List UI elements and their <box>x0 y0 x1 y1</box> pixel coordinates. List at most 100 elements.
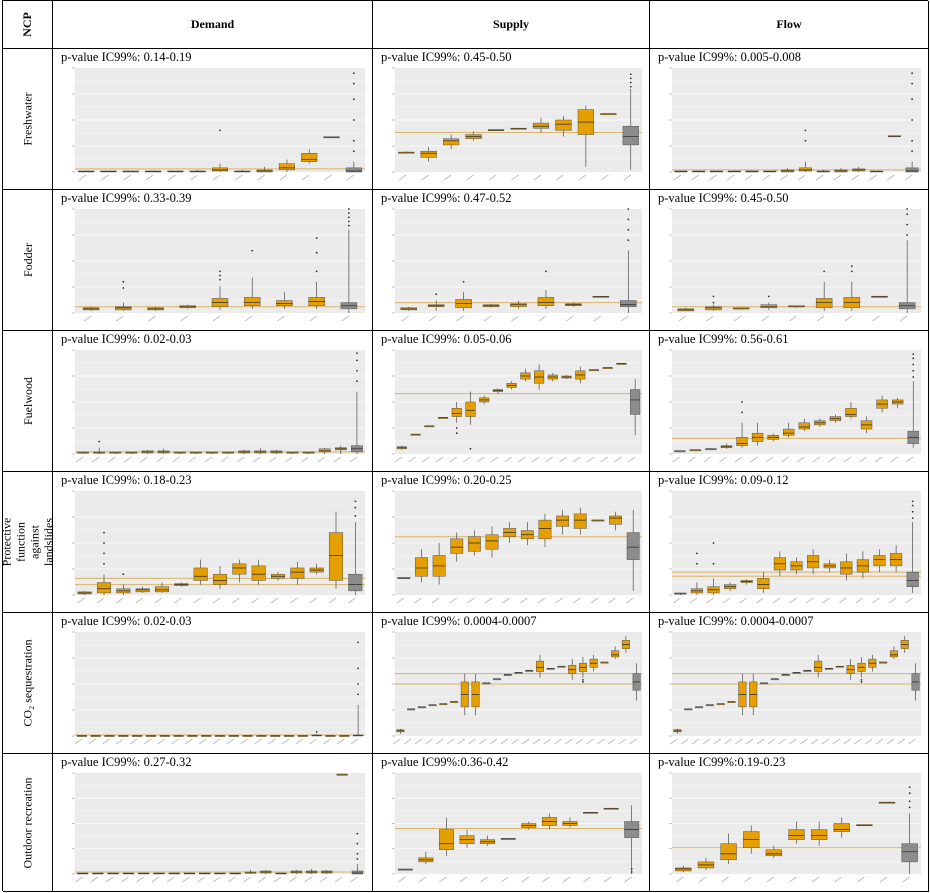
p-value-label: p-value IC99%: 0.18-0.23 <box>61 473 192 487</box>
category-box <box>824 668 834 670</box>
outlier-point <box>356 380 358 383</box>
outlier-point <box>455 427 458 429</box>
category-box <box>214 872 226 875</box>
category-box <box>420 147 437 162</box>
x-tick-label <box>252 456 261 463</box>
category-box <box>193 559 208 585</box>
ncp-header: NCP <box>3 1 53 49</box>
box-iqr <box>675 867 692 872</box>
outlier-point <box>357 667 359 670</box>
category-box <box>168 872 180 875</box>
x-tick-label <box>418 876 427 883</box>
box-iqr <box>555 119 572 131</box>
x-tick-label <box>562 876 571 883</box>
box-iqr <box>798 167 812 172</box>
category-box <box>455 280 472 311</box>
category-box <box>229 872 241 875</box>
x-tick-label <box>521 738 530 745</box>
x-tick-label <box>151 876 160 883</box>
box-iqr <box>96 582 112 594</box>
x-tick-label <box>542 876 550 883</box>
box-iqr <box>757 578 770 590</box>
category-box <box>815 270 833 311</box>
x-tick-label <box>393 738 401 745</box>
boxplot-chart <box>72 631 365 745</box>
x-tick-label <box>490 456 499 463</box>
category-box <box>154 582 170 593</box>
category-box <box>201 735 212 737</box>
p-value-label: p-value IC99%: 0.02-0.03 <box>61 614 192 628</box>
category-box <box>244 869 257 874</box>
x-tick-label <box>629 738 637 745</box>
outlier-point <box>906 213 909 216</box>
x-tick-label <box>116 597 124 604</box>
x-tick-label <box>531 456 540 463</box>
box-iqr <box>736 437 748 446</box>
row-label: Protective function against landslides <box>3 517 53 567</box>
category-box <box>547 372 558 382</box>
category-box <box>77 590 92 595</box>
x-tick-label <box>323 738 331 745</box>
category-box <box>116 573 131 595</box>
x-tick-label <box>572 456 581 463</box>
x-tick-label <box>193 597 201 604</box>
category-box <box>256 735 267 737</box>
outlier-point <box>630 868 633 870</box>
category-box <box>561 374 572 380</box>
outlier-point <box>911 139 914 142</box>
category-box <box>835 665 844 668</box>
boxplot-chart <box>72 67 365 181</box>
p-value-label: p-value IC99%: 0.20-0.25 <box>381 473 512 487</box>
x-tick-label <box>309 597 317 604</box>
x-tick-label <box>198 738 207 745</box>
chart-cell: p-value IC99%: 0.27-0.32 <box>53 754 373 892</box>
x-tick-label <box>428 315 437 322</box>
outlier-point <box>912 357 915 360</box>
x-tick-label <box>511 315 519 322</box>
total-box <box>907 353 919 448</box>
category-box <box>621 636 630 653</box>
x-tick-label <box>537 597 546 604</box>
category-box <box>276 292 293 309</box>
category-box <box>783 422 795 438</box>
x-tick-label <box>349 456 358 463</box>
category-box <box>471 673 480 716</box>
x-tick-label <box>129 738 138 745</box>
x-tick-label <box>171 738 179 745</box>
category-box <box>520 522 534 546</box>
category-box <box>145 735 157 737</box>
category-box <box>751 422 764 446</box>
x-tick-label <box>857 876 865 883</box>
category-box <box>736 401 748 448</box>
outlier-point <box>911 504 914 507</box>
category-box <box>228 735 239 737</box>
x-tick-label <box>706 597 714 604</box>
x-tick-label <box>182 876 190 883</box>
chart-cell: p-value IC99%: 0.02-0.03 <box>53 613 373 754</box>
category-box <box>179 304 197 309</box>
category-box <box>763 170 777 173</box>
box-iqr <box>798 422 810 430</box>
outlier-point <box>315 270 318 273</box>
x-tick-label <box>123 174 132 181</box>
category-box <box>211 270 229 310</box>
category-box <box>790 557 803 575</box>
chart-cell: p-value IC99%: 0.0004-0.0007 <box>373 613 650 754</box>
outlier-point <box>804 129 807 132</box>
category-box <box>309 563 324 575</box>
outlier-point <box>850 265 853 268</box>
x-tick-label <box>446 738 455 745</box>
category-box <box>308 237 325 309</box>
category-box <box>397 577 411 579</box>
category-box <box>173 451 186 454</box>
x-tick-label <box>226 738 235 745</box>
category-box <box>487 129 505 131</box>
x-tick-label <box>843 738 851 745</box>
category-box <box>602 367 613 369</box>
category-box <box>503 522 517 543</box>
category-box <box>798 418 810 432</box>
category-box <box>879 661 888 664</box>
x-tick-label <box>90 876 99 883</box>
category-box <box>816 169 830 173</box>
x-tick-label <box>559 456 567 463</box>
